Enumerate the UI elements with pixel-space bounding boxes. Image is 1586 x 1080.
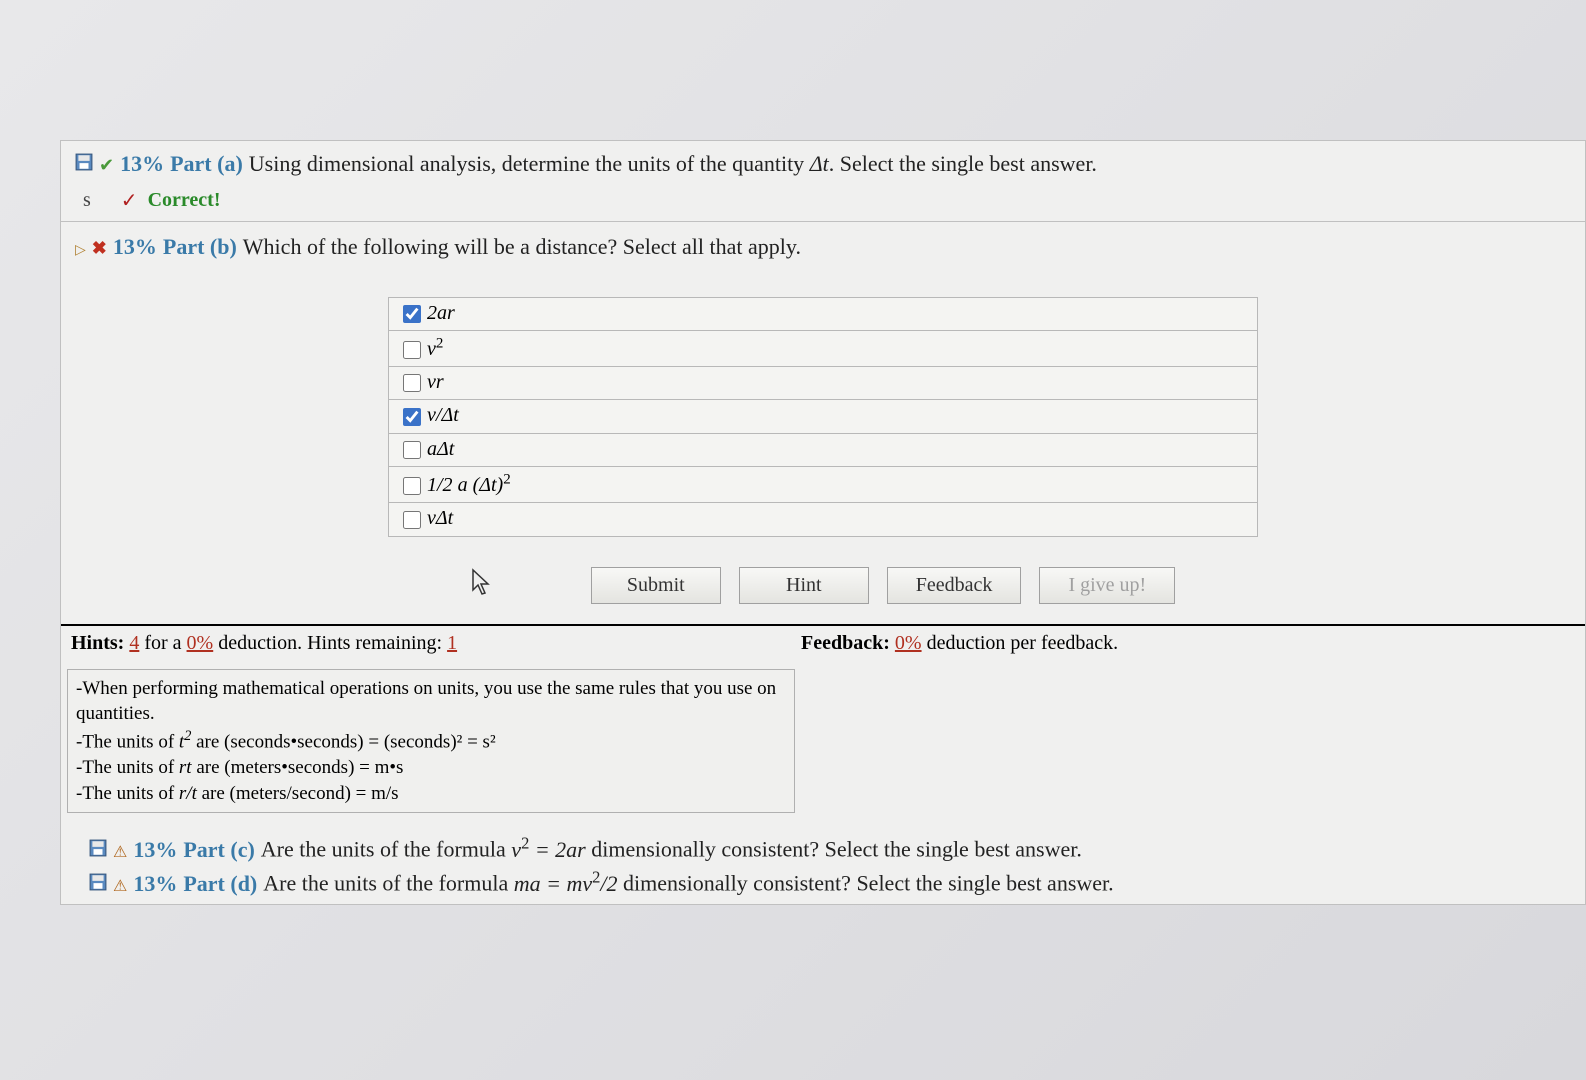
part-b-label: Part (b)	[163, 232, 237, 263]
option-row: vr	[389, 367, 1258, 400]
save-icon	[89, 835, 107, 853]
correct-label: Correct!	[148, 189, 221, 212]
hint-line-2: -The units of t2 are (seconds•seconds) =…	[76, 727, 786, 755]
part-b-question: Which of the following will be a distanc…	[243, 232, 801, 263]
hint-button[interactable]: Hint	[739, 567, 869, 604]
part-c-formula: v2 = 2ar	[511, 837, 585, 862]
bottom-parts: ⚠ 13% Part (c) Are the units of the form…	[61, 821, 1585, 903]
options-table: 2ar v2 vr v/Δt aΔt 1/2 a (Δt)2 vΔt	[388, 297, 1258, 537]
option-checkbox-5[interactable]	[403, 477, 421, 495]
part-a-section: ✔ 13% Part (a) Using dimensional analysi…	[61, 141, 1585, 222]
option-checkbox-2[interactable]	[403, 374, 421, 392]
option-row: aΔt	[389, 433, 1258, 466]
save-icon	[89, 869, 107, 887]
hints-row: Hints: 4 for a 0% deduction. Hints remai…	[61, 626, 1585, 661]
hint-line-1: -When performing mathematical operations…	[76, 676, 786, 727]
part-d-formula: ma = mv2/2	[514, 871, 618, 896]
option-checkbox-6[interactable]	[403, 511, 421, 529]
option-checkbox-1[interactable]	[403, 341, 421, 359]
cursor-icon	[471, 568, 493, 603]
option-row: v/Δt	[389, 400, 1258, 433]
part-d-percent: 13%	[133, 869, 177, 900]
option-checkbox-0[interactable]	[403, 305, 421, 323]
part-a-q-pre: Using dimensional analysis, determine th…	[249, 151, 810, 176]
option-row: vΔt	[389, 503, 1258, 536]
submit-button[interactable]: Submit	[591, 567, 721, 604]
feedback-pct: 0%	[895, 632, 922, 654]
button-row: Submit Hint Feedback I give up!	[75, 567, 1571, 604]
part-c-label: Part (c)	[183, 835, 254, 866]
part-b-percent: 13%	[113, 232, 157, 263]
warning-icon: ⚠	[113, 842, 127, 864]
option-label: v/Δt	[427, 404, 459, 426]
hints-text-box: -When performing mathematical operations…	[67, 669, 795, 814]
option-checkbox-3[interactable]	[403, 408, 421, 426]
hint-line-4: -The units of r/t are (meters/second) = …	[76, 781, 786, 807]
hints-count: 4	[129, 632, 139, 654]
feedback-suffix: deduction per feedback.	[927, 632, 1119, 654]
hint-line-3: -The units of rt are (meters•seconds) = …	[76, 755, 786, 781]
part-c-percent: 13%	[133, 835, 177, 866]
hints-label: Hints:	[71, 632, 124, 654]
option-label: 2ar	[427, 302, 455, 324]
feedback-label: Feedback:	[801, 632, 890, 654]
part-a-label: Part (a)	[170, 149, 243, 180]
problem-panel: ✔ 13% Part (a) Using dimensional analysi…	[60, 140, 1586, 905]
play-icon: ▷	[75, 241, 86, 261]
x-icon: ✖	[92, 236, 107, 261]
option-label: aΔt	[427, 438, 454, 460]
part-d-label: Part (d)	[183, 869, 257, 900]
option-row: v2	[389, 331, 1258, 367]
part-c-question: Are the units of the formula v2 = 2ar di…	[261, 831, 1082, 865]
part-a-answer: s	[83, 189, 91, 212]
part-a-q-var: Δt	[810, 151, 829, 176]
giveup-button[interactable]: I give up!	[1039, 567, 1175, 604]
option-row: 2ar	[389, 297, 1258, 330]
checkmark-icon: ✓	[121, 188, 138, 213]
hints-mid1: for a	[144, 632, 181, 654]
part-a-question: Using dimensional analysis, determine th…	[249, 149, 1097, 180]
part-b-section: ▷ ✖ 13% Part (b) Which of the following …	[61, 222, 1585, 904]
part-a-percent: 13%	[120, 149, 164, 180]
part-d-question: Are the units of the formula ma = mv2/2 …	[263, 865, 1113, 899]
check-icon: ✔	[99, 153, 114, 178]
save-icon	[75, 149, 93, 167]
option-label: v2	[427, 338, 443, 360]
option-row: 1/2 a (Δt)2	[389, 467, 1258, 503]
option-label: vr	[427, 371, 444, 393]
hints-mid2: deduction. Hints remaining:	[218, 632, 442, 654]
warning-icon: ⚠	[113, 876, 127, 898]
option-label: vΔt	[427, 507, 453, 529]
part-a-q-suf: . Select the single best answer.	[829, 151, 1097, 176]
hints-deduction: 0%	[187, 632, 214, 654]
option-label: 1/2 a (Δt)2	[427, 474, 511, 496]
feedback-button[interactable]: Feedback	[887, 567, 1022, 604]
hints-remaining: 1	[447, 632, 457, 654]
option-checkbox-4[interactable]	[403, 441, 421, 459]
